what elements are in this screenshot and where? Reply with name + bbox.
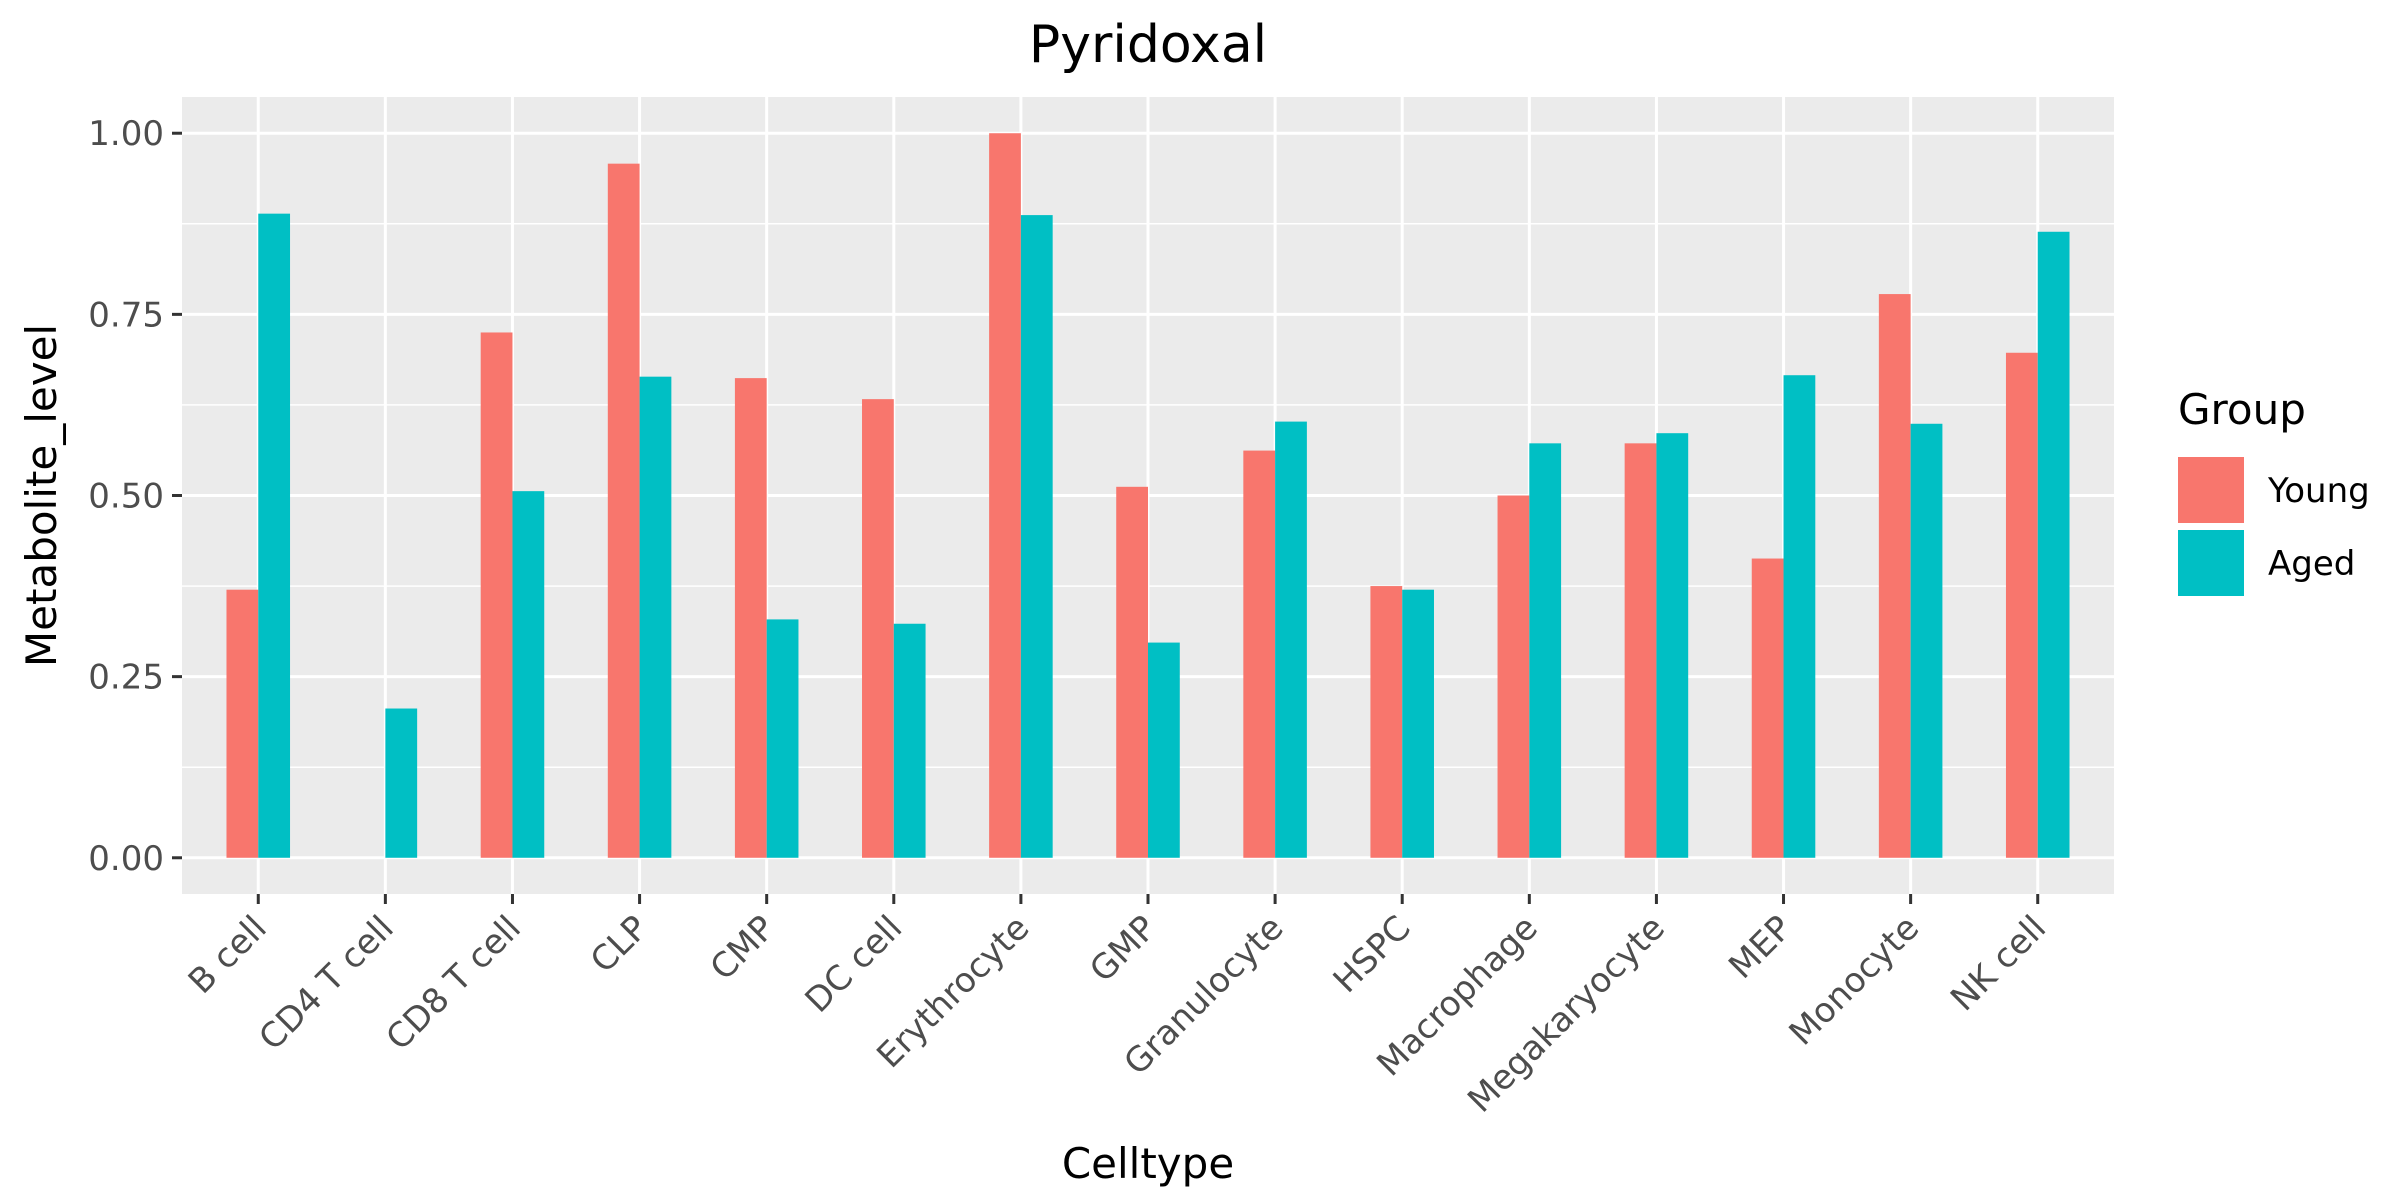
legend-swatch-aged	[2178, 530, 2244, 596]
y-axis-ticks: 0.00 0.25 0.50 0.75 1.00	[88, 114, 182, 879]
bars	[226, 133, 2070, 858]
x-tick-label: CD4 T cell	[252, 908, 402, 1058]
legend-label-aged: Aged	[2268, 544, 2355, 584]
x-tick-label: HSPC	[1326, 908, 1419, 1001]
bar-aged-cd8-t-cell	[512, 491, 545, 858]
x-tick-label: NK cell	[1943, 908, 2054, 1019]
bar-young-hspc	[1370, 586, 1403, 858]
bar-aged-monocyte	[1910, 423, 1943, 858]
bar-aged-b-cell	[258, 213, 291, 858]
x-tick-label: CMP	[703, 908, 783, 988]
bar-aged-cd4-t-cell	[385, 708, 418, 858]
bar-young-b-cell	[226, 589, 259, 858]
bar-aged-granulocyte	[1275, 421, 1307, 858]
bar-young-gmp	[1116, 486, 1148, 858]
bar-aged-megakaryocyte	[1656, 433, 1689, 858]
legend: Group Young Aged	[2178, 385, 2370, 596]
y-tick-label: 0.00	[88, 839, 164, 879]
y-tick-label: 0.75	[88, 295, 164, 335]
legend-label-young: Young	[2267, 471, 2370, 511]
y-axis-title: Metabolite_level	[17, 324, 66, 667]
bar-young-cd8-t-cell	[480, 332, 513, 858]
bar-young-mep	[1751, 558, 1784, 858]
bar-aged-mep	[1783, 375, 1816, 858]
x-tick-label: B cell	[181, 908, 275, 1002]
x-tick-label: CD8 T cell	[379, 908, 529, 1058]
bar-young-erythrocyte	[989, 133, 1021, 858]
y-tick-label: 1.00	[88, 114, 164, 154]
bar-aged-dc-cell	[893, 623, 926, 858]
bar-young-cmp	[734, 378, 767, 858]
bar-aged-erythrocyte	[1020, 215, 1053, 858]
x-tick-label: MEP	[1721, 908, 1800, 987]
bar-aged-macrophage	[1529, 443, 1562, 858]
x-tick-label: GMP	[1082, 908, 1164, 990]
x-tick-label: DC cell	[798, 908, 911, 1021]
x-axis-title: Celltype	[1062, 1139, 1234, 1188]
bar-young-clp	[607, 163, 640, 858]
bar-young-nk-cell	[2005, 352, 2038, 858]
bar-aged-clp	[639, 376, 672, 858]
bar-young-macrophage	[1497, 495, 1530, 858]
y-tick-label: 0.25	[88, 658, 164, 698]
x-tick-label: CLP	[583, 908, 656, 981]
bar-aged-nk-cell	[2037, 231, 2070, 858]
x-tick-label: Monocyte	[1782, 908, 1927, 1053]
bar-aged-cmp	[766, 619, 799, 858]
chart-title: Pyridoxal	[1029, 15, 1267, 75]
legend-title: Group	[2178, 385, 2306, 434]
bar-young-megakaryocyte	[1624, 443, 1657, 858]
y-tick-label: 0.50	[88, 477, 164, 517]
bar-young-monocyte	[1878, 294, 1911, 858]
bar-aged-hspc	[1402, 589, 1434, 858]
bar-young-granulocyte	[1243, 450, 1276, 858]
legend-swatch-young	[2178, 457, 2244, 523]
bar-aged-gmp	[1148, 642, 1180, 858]
bar-young-dc-cell	[862, 399, 894, 858]
